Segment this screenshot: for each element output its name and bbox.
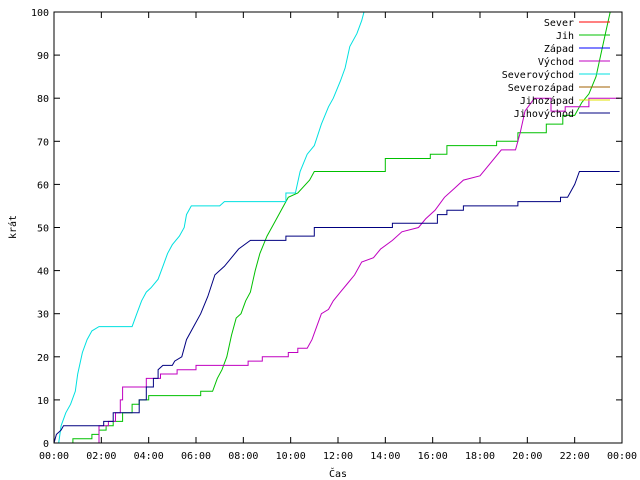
x-tick-label: 22:00 bbox=[560, 451, 590, 462]
legend-label: Severozápad bbox=[508, 82, 574, 94]
y-tick-label: 90 bbox=[37, 51, 49, 62]
x-tick-label: 20:00 bbox=[512, 451, 542, 462]
legend-label: Jihozápad bbox=[520, 95, 574, 107]
x-tick-label: 10:00 bbox=[276, 451, 306, 462]
legend-label: Jihovýchod bbox=[514, 108, 574, 120]
series-line-7 bbox=[53, 171, 620, 444]
legend-label: Sever bbox=[544, 18, 574, 29]
x-tick-label: 04:00 bbox=[134, 451, 164, 462]
x-tick-label: 02:00 bbox=[86, 451, 116, 462]
legend: Sever JihZápadVýchodSeverovýchodSeverozáp… bbox=[502, 18, 610, 120]
x-tick-label: 06:00 bbox=[181, 451, 211, 462]
series-line-1 bbox=[54, 11, 611, 444]
x-tick-label: 00:00 bbox=[607, 451, 637, 462]
x-tick-label: 16:00 bbox=[418, 451, 448, 462]
series-line-3 bbox=[54, 97, 620, 444]
y-tick-label: 0 bbox=[43, 439, 49, 450]
series-line-4 bbox=[54, 11, 365, 444]
axis-ticks: 0 10 20 30 40 50 60 70 80 90 100 00:00 02:00 04:00 06:… bbox=[31, 8, 637, 462]
legend-label: Severovýchod bbox=[502, 69, 574, 81]
y-tick-label: 10 bbox=[37, 396, 49, 407]
x-tick-label: 08:00 bbox=[228, 451, 258, 462]
y-tick-label: 70 bbox=[37, 137, 49, 148]
y-tick-label: 20 bbox=[37, 353, 49, 364]
x-tick-label: 00:00 bbox=[39, 451, 69, 462]
y-tick-label: 40 bbox=[37, 267, 49, 278]
y-tick-label: 30 bbox=[37, 310, 49, 321]
y-tick-label: 100 bbox=[31, 8, 49, 19]
legend-label: Jih bbox=[556, 31, 574, 42]
legend-label: Západ bbox=[544, 43, 574, 55]
y-tick-label: 60 bbox=[37, 180, 49, 191]
x-tick-label: 18:00 bbox=[465, 451, 495, 462]
y-axis-label: krát bbox=[7, 215, 19, 239]
x-axis-label: Čas bbox=[329, 467, 347, 480]
y-tick-label: 50 bbox=[37, 224, 49, 235]
series-layer bbox=[53, 11, 620, 444]
x-tick-label: 12:00 bbox=[323, 451, 353, 462]
legend-label: Východ bbox=[538, 56, 574, 68]
x-tick-label: 14:00 bbox=[370, 451, 400, 462]
y-tick-label: 80 bbox=[37, 94, 49, 105]
